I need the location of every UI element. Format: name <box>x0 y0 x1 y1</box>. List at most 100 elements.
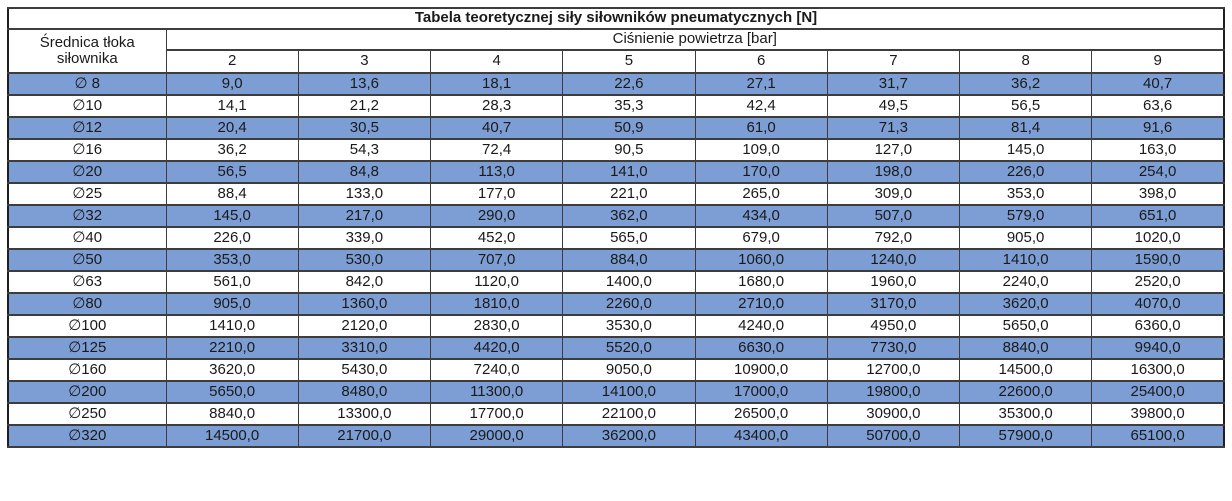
force-cell: 7730,0 <box>826 336 961 360</box>
force-cell: 2210,0 <box>165 336 299 360</box>
force-cell: 163,0 <box>1091 138 1225 162</box>
force-cell: 56,5 <box>165 160 299 184</box>
force-cell: 40,7 <box>429 116 564 140</box>
force-cell: 65100,0 <box>1091 424 1225 448</box>
pneumatic-force-table: Tabela teoretycznej siły siłowników pneu… <box>7 7 1225 448</box>
force-cell: 4070,0 <box>1091 292 1225 316</box>
force-cell: 1360,0 <box>297 292 432 316</box>
force-cell: 11300,0 <box>429 380 564 404</box>
title-row: Tabela teoretycznej siły siłowników pneu… <box>7 7 1225 30</box>
force-cell: 30,5 <box>297 116 432 140</box>
force-cell: 3620,0 <box>165 358 299 382</box>
force-cell: 9,0 <box>165 72 299 96</box>
force-cell: 14,1 <box>165 94 299 118</box>
table-row: ∅50 353,0 530,0 707,0 884,0 1060,0 1240,0 1410,… <box>7 248 1225 272</box>
force-cell: 84,8 <box>297 160 432 184</box>
table-row: ∅125 2210,0 3310,0 4420,0 5520,0 6630,0 7730,0… <box>7 336 1225 360</box>
force-cell: 170,0 <box>694 160 828 184</box>
pressure-header: Ciśnienie powietrza [bar] <box>165 28 1225 51</box>
force-cell: 127,0 <box>826 138 961 162</box>
force-cell: 434,0 <box>694 204 828 228</box>
force-cell: 905,0 <box>165 292 299 316</box>
force-cell: 27,1 <box>694 72 828 96</box>
force-cell: 309,0 <box>826 182 961 206</box>
table-row: ∅80 905,0 1360,0 1810,0 2260,0 2710,0 3170,0 36… <box>7 292 1225 316</box>
table-row: ∅12 20,4 30,5 40,7 50,9 61,0 71,3 81,4 91,6 <box>7 116 1225 140</box>
diameter-cell: ∅12 <box>7 116 167 140</box>
force-cell: 339,0 <box>297 226 432 250</box>
force-cell: 35300,0 <box>958 402 1093 426</box>
force-cell: 221,0 <box>562 182 696 206</box>
force-cell: 22100,0 <box>562 402 696 426</box>
force-cell: 8480,0 <box>297 380 432 404</box>
force-cell: 145,0 <box>958 138 1093 162</box>
pressure-col-3: 3 <box>297 49 432 74</box>
force-cell: 36200,0 <box>562 424 696 448</box>
force-cell: 30900,0 <box>826 402 961 426</box>
force-cell: 353,0 <box>165 248 299 272</box>
force-cell: 81,4 <box>958 116 1093 140</box>
force-cell: 18,1 <box>429 72 564 96</box>
force-cell: 3620,0 <box>958 292 1093 316</box>
diameter-cell: ∅200 <box>7 380 167 404</box>
force-cell: 679,0 <box>694 226 828 250</box>
force-cell: 42,4 <box>694 94 828 118</box>
force-cell: 3530,0 <box>562 314 696 338</box>
force-cell: 5650,0 <box>165 380 299 404</box>
force-cell: 133,0 <box>297 182 432 206</box>
force-cell: 5650,0 <box>958 314 1093 338</box>
diameter-cell: ∅10 <box>7 94 167 118</box>
diameter-cell: ∅250 <box>7 402 167 426</box>
force-cell: 177,0 <box>429 182 564 206</box>
force-cell: 8840,0 <box>165 402 299 426</box>
force-cell: 1240,0 <box>826 248 961 272</box>
diameter-cell: ∅63 <box>7 270 167 294</box>
force-cell: 13300,0 <box>297 402 432 426</box>
force-cell: 91,6 <box>1091 116 1225 140</box>
force-cell: 9050,0 <box>562 358 696 382</box>
force-cell: 792,0 <box>826 226 961 250</box>
force-cell: 1060,0 <box>694 248 828 272</box>
force-cell: 1400,0 <box>562 270 696 294</box>
force-cell: 17000,0 <box>694 380 828 404</box>
force-cell: 707,0 <box>429 248 564 272</box>
force-cell: 16300,0 <box>1091 358 1225 382</box>
force-cell: 4420,0 <box>429 336 564 360</box>
force-cell: 905,0 <box>958 226 1093 250</box>
force-cell: 109,0 <box>694 138 828 162</box>
diameter-cell: ∅32 <box>7 204 167 228</box>
pressure-col-7: 7 <box>826 49 961 74</box>
force-cell: 145,0 <box>165 204 299 228</box>
pressure-col-9: 9 <box>1091 49 1225 74</box>
force-cell: 1410,0 <box>958 248 1093 272</box>
diameter-cell: ∅ 8 <box>7 72 167 96</box>
force-cell: 3310,0 <box>297 336 432 360</box>
force-cell: 28,3 <box>429 94 564 118</box>
pressure-col-4: 4 <box>429 49 564 74</box>
force-cell: 5520,0 <box>562 336 696 360</box>
force-cell: 842,0 <box>297 270 432 294</box>
force-cell: 19800,0 <box>826 380 961 404</box>
diameter-cell: ∅320 <box>7 424 167 448</box>
force-cell: 6630,0 <box>694 336 828 360</box>
force-cell: 2830,0 <box>429 314 564 338</box>
force-cell: 198,0 <box>826 160 961 184</box>
force-cell: 353,0 <box>958 182 1093 206</box>
force-cell: 254,0 <box>1091 160 1225 184</box>
table-row: ∅16 36,2 54,3 72,4 90,5 109,0 127,0 145,0 163,0 <box>7 138 1225 162</box>
force-cell: 265,0 <box>694 182 828 206</box>
force-cell: 10900,0 <box>694 358 828 382</box>
force-cell: 1960,0 <box>826 270 961 294</box>
force-cell: 141,0 <box>562 160 696 184</box>
force-cell: 226,0 <box>165 226 299 250</box>
force-cell: 13,6 <box>297 72 432 96</box>
force-cell: 452,0 <box>429 226 564 250</box>
force-cell: 398,0 <box>1091 182 1225 206</box>
force-cell: 290,0 <box>429 204 564 228</box>
force-cell: 4950,0 <box>826 314 961 338</box>
force-cell: 17700,0 <box>429 402 564 426</box>
table-row: ∅160 3620,0 5430,0 7240,0 9050,0 10900,0 12700… <box>7 358 1225 382</box>
force-cell: 14500,0 <box>165 424 299 448</box>
